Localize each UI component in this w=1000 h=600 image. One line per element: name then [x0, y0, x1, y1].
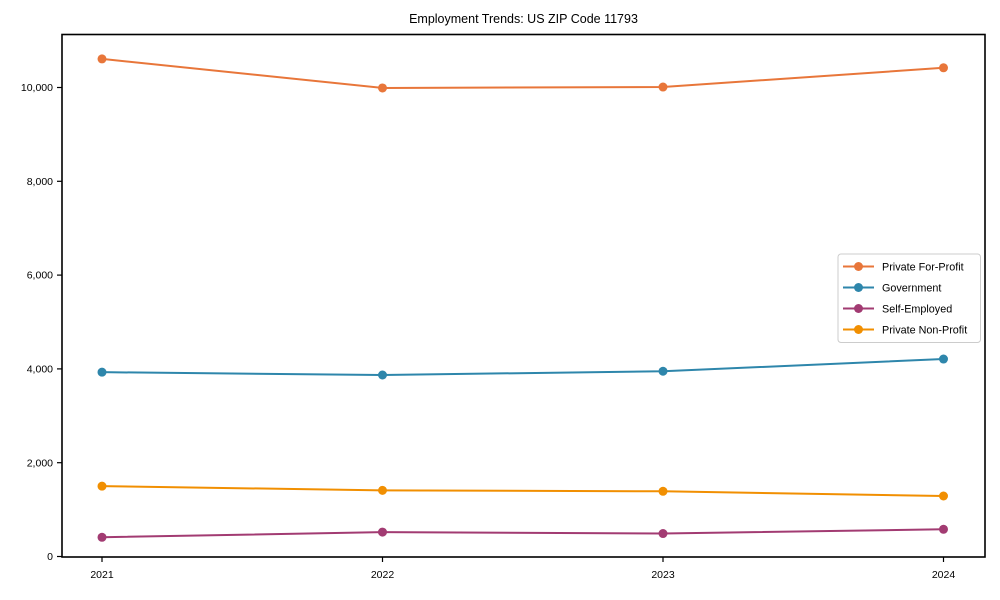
data-point — [97, 481, 107, 491]
legend-label: Private Non-Profit — [882, 324, 967, 336]
legend-marker — [854, 304, 863, 313]
data-point — [939, 354, 948, 364]
plot-area: 0 2,000 4,000 6,000 8,000 10,000 2021 2022 2023 2… — [21, 33, 986, 581]
data-point — [939, 491, 948, 501]
legend-marker — [854, 262, 863, 271]
data-point — [378, 527, 387, 537]
series-line-private-non-profit — [101, 485, 945, 497]
legend-label: Private For-Profit — [882, 261, 964, 273]
x-tick-label: 2022 — [371, 569, 395, 581]
data-point — [97, 532, 107, 542]
legend-marker — [854, 283, 863, 292]
data-point — [378, 485, 387, 495]
x-tick-label: 2021 — [90, 569, 114, 581]
data-point — [658, 486, 668, 496]
data-point — [939, 524, 948, 534]
x-tick-label: 2024 — [932, 569, 956, 581]
chart-title: Employment Trends: US ZIP Code 11793 — [409, 12, 638, 26]
legend-label: Government — [882, 282, 941, 294]
series-line-private-for-profit — [101, 57, 945, 89]
y-tick-label: 8,000 — [27, 176, 53, 188]
legend-marker — [854, 325, 863, 334]
legend-box — [837, 253, 981, 343]
x-tick-label: 2023 — [651, 569, 675, 581]
y-tick-label: 10,000 — [21, 82, 53, 94]
legend-label: Self-Employed — [882, 303, 952, 315]
data-point — [658, 366, 668, 376]
series-line-self-employed — [101, 528, 945, 539]
y-tick-label: 6,000 — [27, 270, 53, 282]
data-point — [658, 82, 668, 92]
y-tick-label: 0 — [47, 551, 53, 563]
data-point — [658, 529, 668, 539]
data-point — [378, 370, 387, 380]
data-point — [97, 54, 107, 64]
plot-frame — [61, 33, 986, 558]
data-point — [939, 63, 948, 73]
y-tick-label: 2,000 — [27, 457, 53, 469]
data-point — [378, 83, 387, 93]
data-point — [97, 367, 107, 377]
y-tick-label: 4,000 — [27, 364, 53, 376]
series-line-government — [101, 358, 945, 376]
